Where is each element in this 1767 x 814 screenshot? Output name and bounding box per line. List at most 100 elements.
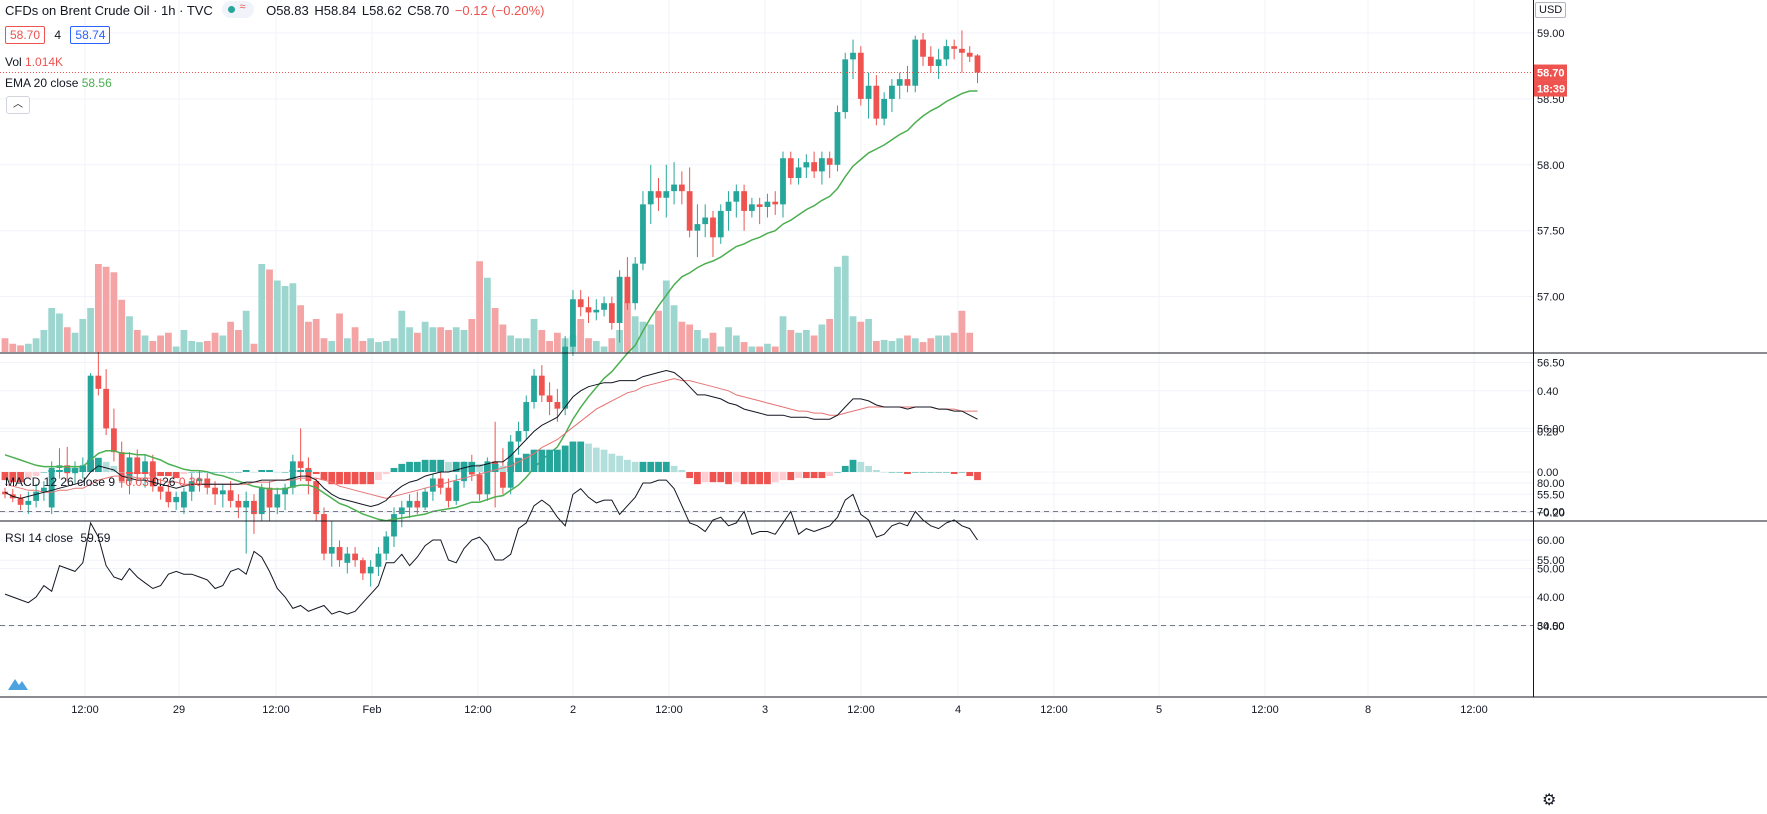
price-axis-label: 55.50 <box>1537 489 1565 501</box>
macd-histogram-bar <box>413 461 421 472</box>
macd-histogram-bar <box>585 443 592 472</box>
time-axis-label: 12:00 <box>262 704 290 716</box>
macd-histogram-bar <box>865 465 872 472</box>
rsi-legend[interactable]: RSI 14 close 59.59 <box>5 530 110 545</box>
volume-bar <box>390 338 398 352</box>
macd-histogram-bar <box>133 472 141 475</box>
volume-bar <box>188 341 196 352</box>
volume-bar <box>211 332 219 352</box>
macd-histogram-bar <box>888 472 896 473</box>
macd-histogram-bar <box>227 472 235 473</box>
macd-histogram-bar <box>764 472 771 485</box>
sell-button[interactable]: 58.70 <box>5 26 46 44</box>
candle-body <box>601 303 607 310</box>
ema-value: 58.56 <box>81 75 112 90</box>
macd-histogram-bar <box>810 472 818 479</box>
candle-body <box>570 299 576 347</box>
volume-bar <box>110 272 118 352</box>
macd-histogram-bar <box>9 472 17 483</box>
volume-legend[interactable]: Vol 1.014K <box>5 54 63 69</box>
macd-histogram-bar <box>756 472 764 485</box>
macd-histogram-bar <box>935 472 942 473</box>
macd-histogram-bar <box>24 472 32 479</box>
candle-body <box>118 452 125 482</box>
market-status-pill[interactable]: ≈ <box>222 1 255 19</box>
candle-body <box>227 490 234 501</box>
candle-body <box>266 487 273 508</box>
volume-bar <box>787 330 795 352</box>
candle-body <box>811 162 818 172</box>
time-axis-label: 12:00 <box>464 704 492 716</box>
ohlc-open: O58.83 <box>266 3 309 19</box>
macd-histogram-bar <box>647 461 655 472</box>
symbol-title[interactable]: CFDs on Brent Crude Oil · 1h · TVC <box>5 3 213 19</box>
volume-bar <box>935 335 942 352</box>
collapse-legend-button[interactable]: ︿ <box>6 96 30 114</box>
currency-badge[interactable]: USD <box>1535 2 1567 18</box>
wave-icon: ≈ <box>239 1 246 14</box>
ohlc-change: −0.12 (−0.20%) <box>454 3 545 19</box>
macd-histogram-bar <box>538 449 546 472</box>
gear-icon[interactable]: ⚙ <box>1542 792 1557 809</box>
price-axis-label: 59.00 <box>1537 28 1565 40</box>
volume-bar <box>686 324 694 352</box>
macd-histogram-bar <box>17 472 24 483</box>
macd-histogram-bar <box>188 472 196 473</box>
macd-histogram-bar <box>429 459 437 472</box>
macd-histogram-bar <box>273 472 281 473</box>
macd-histogram-bar <box>437 459 445 472</box>
candle-body <box>951 46 958 49</box>
macd-histogram-bar <box>351 472 359 485</box>
candle-body <box>733 191 740 202</box>
macd-histogram-bar <box>616 455 624 472</box>
macd-histogram-bar <box>896 472 904 473</box>
candle-body <box>927 56 934 66</box>
candle-body <box>157 486 164 492</box>
macd-histogram-bar <box>841 465 849 472</box>
volume-bar <box>491 308 499 352</box>
volume-bar <box>56 313 63 352</box>
volume-bar <box>756 346 764 352</box>
candle-body <box>204 478 211 488</box>
candle-body <box>585 307 592 313</box>
volume-bar <box>118 299 126 352</box>
candle-body <box>391 514 397 537</box>
volume-bar <box>460 330 468 352</box>
volume-bar <box>289 283 297 352</box>
macd-histogram-bar <box>631 461 639 472</box>
price-axis-label: 58.50 <box>1537 94 1565 106</box>
candle-body <box>422 491 429 508</box>
volume-bar <box>717 346 725 352</box>
macd-legend[interactable]: MACD 12 26 close 9 −0.03 0.26 0.30 <box>5 474 202 489</box>
volume-bar <box>312 319 320 352</box>
volume-bar <box>810 335 818 352</box>
macd-histogram-bar <box>795 472 802 479</box>
candle-body <box>935 59 942 66</box>
macd-histogram-bar <box>203 472 211 473</box>
macd-histogram-bar <box>266 469 273 472</box>
tradingview-logo-icon[interactable] <box>7 675 29 696</box>
volume-bar <box>40 330 48 352</box>
candle-body <box>437 478 444 488</box>
volume-bar <box>375 342 382 352</box>
candle-body <box>834 112 841 165</box>
candle-body <box>725 201 732 211</box>
macd-axis-label: 0.40 <box>1537 386 1558 398</box>
macd-line-value: 0.26 <box>152 474 176 489</box>
volume-bar <box>880 339 888 352</box>
volume-bar <box>639 321 647 352</box>
candle-body <box>959 48 965 53</box>
time-axis-label: 12:00 <box>71 704 99 716</box>
buy-button[interactable]: 58.74 <box>70 26 111 44</box>
macd-histogram-bar <box>48 469 56 472</box>
ema-legend[interactable]: EMA 20 close 58.56 <box>5 75 112 90</box>
volume-bar <box>740 342 748 352</box>
macd-histogram-bar <box>172 472 180 479</box>
macd-histogram-bar <box>320 472 328 481</box>
macd-histogram-bar <box>577 441 585 472</box>
candle-body <box>134 457 141 474</box>
candle-body <box>48 467 55 508</box>
macd-histogram-bar <box>880 472 888 473</box>
volume-bar <box>592 341 600 352</box>
